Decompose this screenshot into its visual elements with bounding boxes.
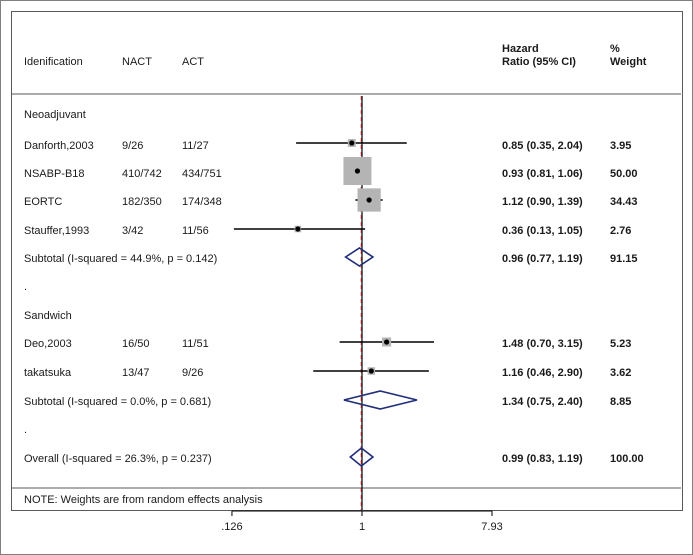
subtotal-diamond	[344, 247, 375, 267]
header-weight-line2: Weight	[610, 56, 647, 68]
nact-value: 16/50	[122, 338, 150, 350]
header-weight-line1: %	[610, 43, 620, 55]
weight-value: 3.62	[610, 367, 631, 379]
study-label: takatsuka	[24, 367, 72, 379]
hr-ci-text: 1.12 (0.90, 1.39)	[502, 196, 583, 208]
study-row: Stauffer,1993 3/42 11/56 0.36 (0.13, 1.0…	[24, 225, 631, 237]
hr-ci-text: 0.96 (0.77, 1.19)	[502, 253, 583, 265]
study-row: takatsuka 13/47 9/26 1.16 (0.46, 2.90) 3…	[24, 367, 631, 379]
hr-ci-text: 1.16 (0.46, 2.90)	[502, 367, 583, 379]
subtotal-row: Subtotal (I-squared = 44.9%, p = 0.142) …	[24, 253, 638, 265]
study-row: EORTC 182/350 174/348 1.12 (0.90, 1.39) …	[24, 196, 638, 208]
point-estimate	[366, 197, 372, 203]
x-tick-label: .126	[221, 521, 242, 533]
act-value: 9/26	[182, 367, 203, 379]
hr-ci-text: 0.93 (0.81, 1.06)	[502, 168, 583, 180]
note-text: NOTE: Weights are from random effects an…	[24, 494, 263, 506]
study-label: NSABP-B18	[24, 168, 85, 180]
nact-value: 3/42	[122, 225, 143, 237]
act-value: 174/348	[182, 196, 222, 208]
hr-ci-text: 0.36 (0.13, 1.05)	[502, 225, 583, 237]
header-act: ACT	[182, 56, 204, 68]
header-hr-line2: Ratio (95% CI)	[502, 56, 576, 68]
weight-value: 8.85	[610, 396, 631, 408]
separator-1: .	[24, 281, 27, 293]
header-nact: NACT	[122, 56, 152, 68]
act-value: 11/51	[182, 338, 209, 350]
hr-ci-text: 1.48 (0.70, 3.15)	[502, 338, 583, 350]
point-estimate	[349, 140, 355, 146]
overall-row: Overall (I-squared = 26.3%, p = 0.237) 0…	[24, 453, 644, 465]
header-hr-line1: Hazard	[502, 43, 539, 55]
subtotal-diamond	[343, 390, 418, 410]
separator-2: .	[24, 424, 27, 436]
weight-value: 2.76	[610, 225, 631, 237]
act-value: 11/56	[182, 225, 209, 237]
weight-value: 91.15	[610, 253, 638, 265]
act-value: 11/27	[182, 140, 209, 152]
subtotal-row: Subtotal (I-squared = 0.0%, p = 0.681) 1…	[24, 396, 631, 408]
point-estimate	[368, 368, 374, 374]
study-row: Deo,2003 16/50 11/51 1.48 (0.70, 3.15) 5…	[24, 338, 631, 350]
subtotal-label: Subtotal (I-squared = 0.0%, p = 0.681)	[24, 396, 211, 408]
study-label: Danforth,2003	[24, 140, 94, 152]
weight-value: 100.00	[610, 453, 644, 465]
hr-ci-text: 0.99 (0.83, 1.19)	[502, 453, 583, 465]
subtotal-label: Subtotal (I-squared = 44.9%, p = 0.142)	[24, 253, 217, 265]
study-label: Stauffer,1993	[24, 225, 89, 237]
weight-value: 5.23	[610, 338, 631, 350]
nact-value: 182/350	[122, 196, 162, 208]
forest-marks	[233, 96, 435, 510]
x-tick-label: 7.93	[481, 521, 502, 533]
nact-value: 410/742	[122, 168, 162, 180]
point-estimate	[354, 168, 361, 174]
x-axis: .126 1 7.93	[221, 510, 503, 533]
overall-label: Overall (I-squared = 26.3%, p = 0.237)	[24, 453, 212, 465]
weight-value: 34.43	[610, 196, 638, 208]
act-value: 434/751	[182, 168, 222, 180]
header-study: Idenification	[24, 56, 83, 68]
group-label-neoadjuvant: Neoadjuvant	[24, 109, 86, 121]
nact-value: 9/26	[122, 140, 143, 152]
hr-ci-text: 1.34 (0.75, 2.40)	[502, 396, 583, 408]
weight-value: 50.00	[610, 168, 638, 180]
point-estimate	[384, 339, 390, 345]
point-estimate	[295, 226, 301, 232]
study-label: Deo,2003	[24, 338, 72, 350]
study-label: EORTC	[24, 196, 62, 208]
study-row: NSABP-B18 410/742 434/751 0.93 (0.81, 1.…	[24, 168, 638, 180]
overall-diamond	[349, 446, 375, 468]
study-row: Danforth,2003 9/26 11/27 0.85 (0.35, 2.0…	[24, 140, 631, 152]
x-tick-label: 1	[359, 521, 365, 533]
hr-ci-text: 0.85 (0.35, 2.04)	[502, 140, 583, 152]
weight-value: 3.95	[610, 140, 631, 152]
group-label-sandwich: Sandwich	[24, 310, 72, 322]
nact-value: 13/47	[122, 367, 150, 379]
